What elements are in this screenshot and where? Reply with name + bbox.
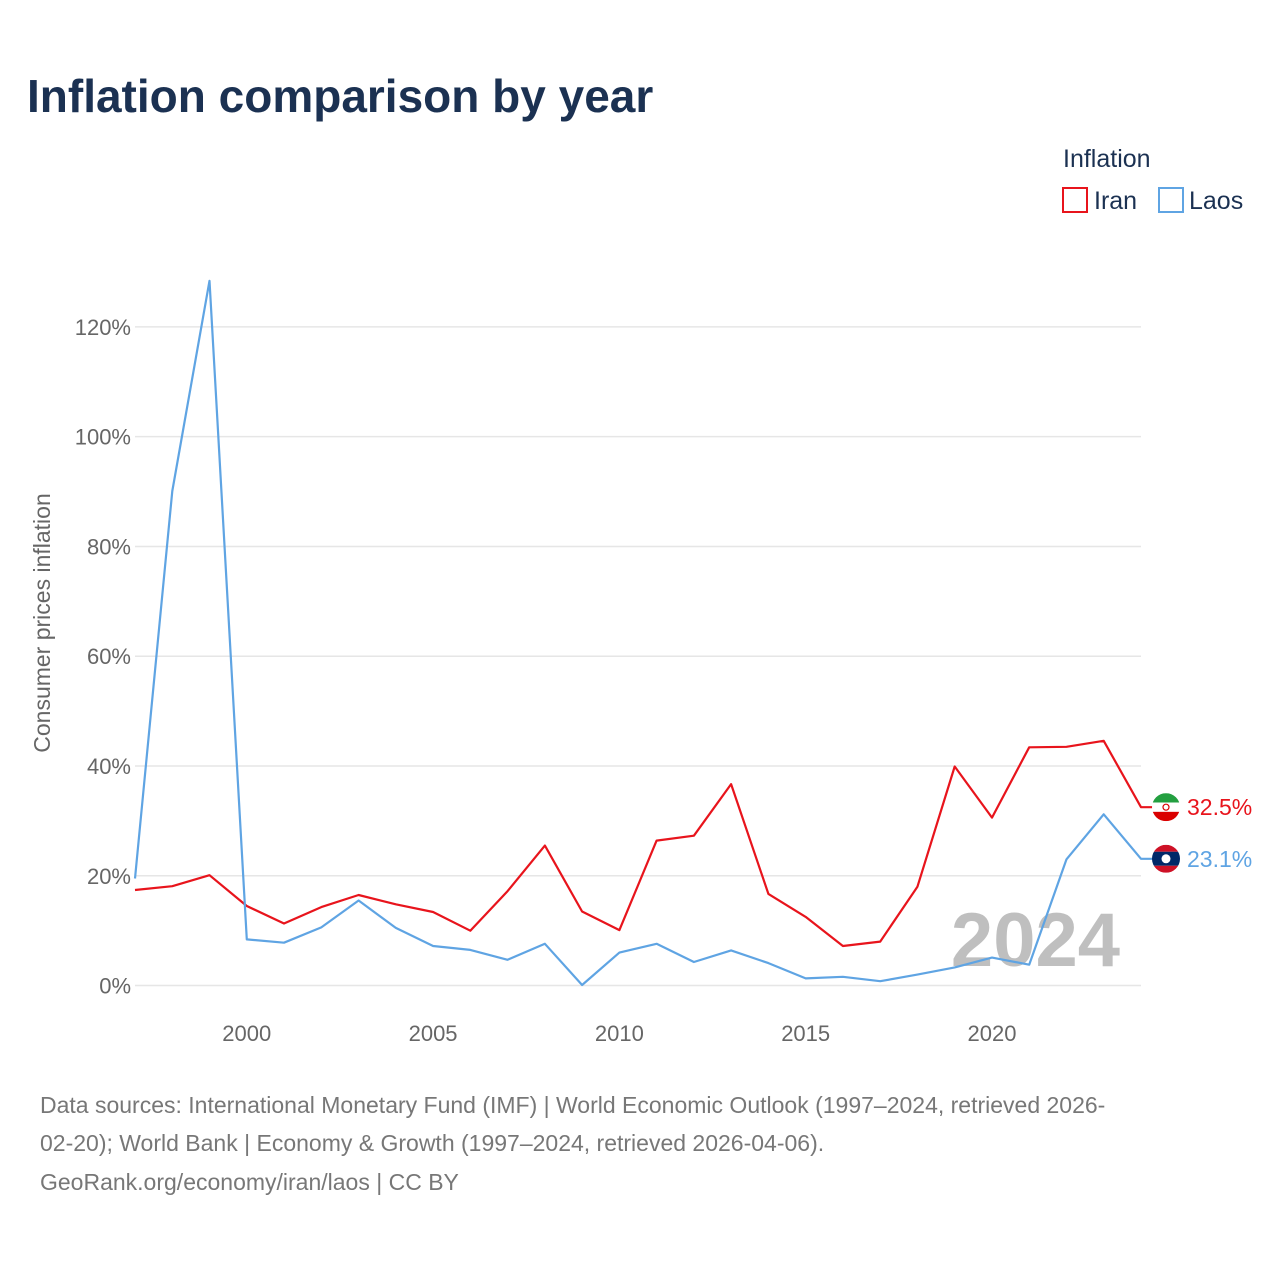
- series-lines: [133, 279, 1155, 987]
- legend-title: Inflation: [1063, 145, 1151, 173]
- end-label-laos: 23.1%: [1187, 846, 1252, 872]
- legend-swatch-iran[interactable]: [1062, 187, 1088, 213]
- iran-flag-icon: [1152, 793, 1180, 822]
- source-line-1: Data sources: International Monetary Fun…: [40, 1092, 1105, 1118]
- y-tick-label: 80%: [87, 534, 131, 559]
- y-tick-label: 100%: [75, 425, 131, 450]
- y-tick-label: 20%: [87, 864, 131, 889]
- y-tick-label: 0%: [99, 974, 131, 999]
- series-line-iran[interactable]: [134, 739, 1155, 948]
- y-tick-label: 40%: [87, 754, 131, 779]
- series-line-laos[interactable]: [133, 279, 1155, 987]
- legend-label-iran[interactable]: Iran: [1094, 187, 1137, 215]
- x-tick-label: 2000: [222, 1021, 271, 1046]
- source-line-2: 02-20); World Bank | Economy & Growth (1…: [40, 1130, 824, 1156]
- x-axis-ticks: 2000 2005 2010 2015 2020: [222, 1021, 1016, 1046]
- end-label-iran: 32.5%: [1187, 794, 1252, 820]
- series-end-markers: 32.5% 23.1%: [1152, 793, 1252, 873]
- x-tick-label: 2020: [967, 1021, 1016, 1046]
- year-watermark: 2024: [951, 898, 1120, 983]
- y-tick-label: 60%: [87, 644, 131, 669]
- x-tick-label: 2015: [781, 1021, 830, 1046]
- grid-lines: [135, 326, 1141, 987]
- x-tick-label: 2010: [595, 1021, 644, 1046]
- x-tick-label: 2005: [409, 1021, 458, 1046]
- y-tick-label: 120%: [75, 315, 131, 340]
- legend-label-laos[interactable]: Laos: [1189, 187, 1243, 215]
- chart-title: Inflation comparison by year: [27, 70, 653, 122]
- laos-flag-icon: [1152, 844, 1180, 873]
- y-axis-ticks: 0% 20% 40% 60% 80% 100% 120%: [75, 315, 131, 999]
- y-axis-label: Consumer prices inflation: [29, 493, 55, 753]
- source-line-3[interactable]: GeoRank.org/economy/iran/laos | CC BY: [40, 1169, 459, 1195]
- legend-swatch-laos[interactable]: [1158, 187, 1184, 213]
